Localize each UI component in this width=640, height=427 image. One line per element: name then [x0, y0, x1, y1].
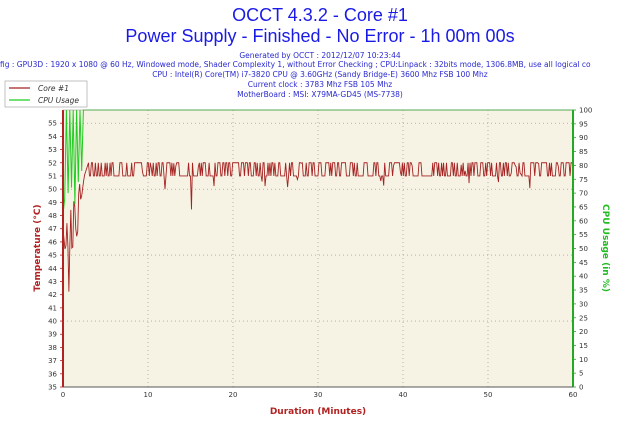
- cpu-line: CPU : Intel(R) Core(TM) i7-3820 CPU @ 3.…: [152, 70, 487, 79]
- legend: Core #1 CPU Usage: [4, 80, 88, 108]
- chart-title-line2: Power Supply - Finished - No Error - 1h …: [125, 26, 514, 46]
- y-tick-label-right: 100: [579, 107, 592, 115]
- y-tick-label-right: 15: [579, 342, 588, 350]
- y-tick-label-right: 0: [579, 384, 583, 392]
- y-tick-label-right: 40: [579, 273, 588, 281]
- generated-line: Generated by OCCT : 2012/12/07 10:23:44: [239, 51, 401, 60]
- y-tick-label-left: 50: [48, 186, 57, 194]
- y-tick-label-left: 36: [48, 370, 57, 378]
- y-tick-label-right: 60: [579, 217, 588, 225]
- y-axis-title-right: CPU Usage (in %): [600, 204, 610, 292]
- y-tick-label-right: 75: [579, 176, 588, 184]
- x-tick-label: 20: [229, 391, 238, 399]
- y-tick-label-right: 70: [579, 190, 588, 198]
- clock-line: Current clock : 3783 Mhz FSB 105 Mhz: [248, 80, 393, 89]
- y-tick-label-right: 90: [579, 134, 588, 142]
- y-tick-label-right: 65: [579, 203, 588, 211]
- y-tick-label-left: 49: [48, 199, 57, 207]
- x-tick-label: 40: [399, 391, 408, 399]
- y-tick-label-left: 53: [48, 146, 57, 154]
- series-line-core1: [62, 162, 573, 292]
- x-tick-label: 50: [484, 391, 493, 399]
- y-tick-label-left: 38: [48, 344, 57, 352]
- y-tick-label-left: 41: [48, 304, 57, 312]
- y-tick-label-right: 85: [579, 148, 588, 156]
- legend-label-cpu-usage: CPU Usage: [38, 96, 79, 105]
- y-tick-label-left: 35: [48, 384, 57, 392]
- y-tick-label-left: 43: [48, 278, 57, 286]
- y-tick-label-left: 44: [48, 265, 57, 273]
- motherboard-line: MotherBoard : MSI: X79MA-GD45 (MS-7738): [237, 90, 403, 99]
- y-tick-label-right: 25: [579, 314, 588, 322]
- chart-title-line1: OCCT 4.3.2 - Core #1: [232, 5, 408, 25]
- y-tick-label-right: 55: [579, 231, 588, 239]
- x-tick-label: 30: [314, 391, 323, 399]
- y-tick-label-right: 50: [579, 245, 588, 253]
- legend-label-core1: Core #1: [38, 84, 69, 93]
- y-tick-label-right: 95: [579, 120, 588, 128]
- y-axis-title-left: Temperature (°C): [33, 204, 43, 291]
- y-tick-label-left: 42: [48, 291, 57, 299]
- x-tick-label: 10: [144, 391, 153, 399]
- y-tick-label-right: 35: [579, 287, 588, 295]
- x-axis-title: Duration (Minutes): [270, 407, 366, 417]
- y-tick-label-left: 52: [48, 159, 57, 167]
- y-tick-label-right: 30: [579, 300, 588, 308]
- y-tick-label-left: 46: [48, 238, 57, 246]
- y-tick-label-left: 54: [48, 133, 57, 141]
- legend-box: [4, 80, 88, 108]
- y-tick-label-right: 20: [579, 328, 588, 336]
- y-tick-label-left: 40: [48, 318, 57, 326]
- tick-labels: 0 10 20 30 40 50 60353637383940414243444546474…: [48, 107, 592, 400]
- y-tick-label-left: 55: [48, 120, 57, 128]
- x-tick-label: 0: [61, 391, 65, 399]
- y-tick-label-left: 47: [48, 225, 57, 233]
- y-tick-label-right: 80: [579, 162, 588, 170]
- y-tick-label-right: 5: [579, 370, 583, 378]
- y-tick-label-left: 37: [48, 357, 57, 365]
- config-line: fig : GPU3D : 1920 x 1080 @ 60 Hz, Windo…: [0, 60, 591, 69]
- y-tick-label-left: 39: [48, 331, 57, 339]
- y-tick-label-right: 10: [579, 356, 588, 364]
- y-tick-label-left: 48: [48, 212, 57, 220]
- y-tick-label-right: 45: [579, 259, 588, 267]
- y-tick-label-left: 45: [48, 252, 57, 260]
- x-tick-label: 60: [569, 391, 578, 399]
- y-tick-label-left: 51: [48, 172, 57, 180]
- plot-area: [63, 110, 573, 387]
